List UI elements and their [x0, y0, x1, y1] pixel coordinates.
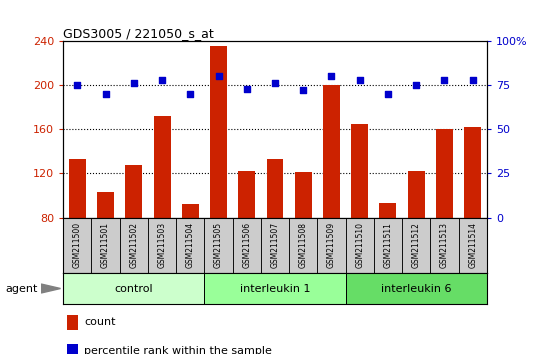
Text: GSM211512: GSM211512: [411, 222, 421, 268]
Bar: [182, 205, 199, 306]
Bar: [374, 218, 402, 273]
Bar: [436, 129, 453, 306]
Text: GSM211500: GSM211500: [73, 222, 82, 268]
Bar: [120, 218, 148, 273]
Point: [383, 91, 392, 97]
Point: [129, 80, 138, 86]
Point: [468, 77, 477, 82]
Text: GSM211514: GSM211514: [468, 222, 477, 268]
Bar: [148, 218, 176, 273]
Point: [412, 82, 421, 88]
Text: GSM211505: GSM211505: [214, 222, 223, 268]
Bar: [402, 218, 430, 273]
Bar: [464, 127, 481, 306]
Text: GSM211503: GSM211503: [157, 222, 167, 268]
Bar: [68, 315, 78, 330]
Point: [158, 77, 167, 82]
Text: GSM211513: GSM211513: [440, 222, 449, 268]
Bar: [63, 273, 205, 304]
Text: GSM211507: GSM211507: [271, 222, 279, 268]
Bar: [205, 218, 233, 273]
Bar: [379, 203, 397, 306]
Point: [186, 91, 195, 97]
Bar: [317, 218, 345, 273]
Text: GDS3005 / 221050_s_at: GDS3005 / 221050_s_at: [63, 27, 214, 40]
Bar: [68, 344, 78, 354]
Text: count: count: [85, 318, 116, 327]
Bar: [176, 218, 205, 273]
Text: GSM211502: GSM211502: [129, 222, 139, 268]
Point: [355, 77, 364, 82]
Bar: [295, 172, 312, 306]
Text: GSM211501: GSM211501: [101, 222, 110, 268]
Polygon shape: [41, 284, 60, 293]
Bar: [63, 218, 91, 273]
Point: [299, 87, 307, 93]
Bar: [205, 273, 345, 304]
Bar: [408, 171, 425, 306]
Text: agent: agent: [6, 284, 38, 293]
Text: percentile rank within the sample: percentile rank within the sample: [85, 346, 272, 354]
Point: [73, 82, 82, 88]
Bar: [91, 218, 120, 273]
Point: [271, 80, 279, 86]
Bar: [323, 85, 340, 306]
Point: [101, 91, 110, 97]
Point: [214, 73, 223, 79]
Text: GSM211508: GSM211508: [299, 222, 308, 268]
Text: interleukin 1: interleukin 1: [240, 284, 310, 293]
Bar: [345, 273, 487, 304]
Bar: [430, 218, 459, 273]
Text: control: control: [114, 284, 153, 293]
Bar: [238, 171, 255, 306]
Bar: [289, 218, 317, 273]
Bar: [97, 192, 114, 306]
Bar: [233, 218, 261, 273]
Text: GSM211506: GSM211506: [242, 222, 251, 268]
Text: interleukin 6: interleukin 6: [381, 284, 452, 293]
Bar: [210, 46, 227, 306]
Text: GSM211509: GSM211509: [327, 222, 336, 268]
Text: GSM211510: GSM211510: [355, 222, 364, 268]
Bar: [153, 116, 170, 306]
Bar: [351, 124, 368, 306]
Text: GSM211511: GSM211511: [383, 222, 393, 268]
Bar: [267, 159, 283, 306]
Bar: [459, 218, 487, 273]
Point: [243, 86, 251, 91]
Text: GSM211504: GSM211504: [186, 222, 195, 268]
Point: [327, 73, 336, 79]
Bar: [69, 159, 86, 306]
Point: [440, 77, 449, 82]
Bar: [345, 218, 374, 273]
Bar: [125, 165, 142, 306]
Bar: [261, 218, 289, 273]
